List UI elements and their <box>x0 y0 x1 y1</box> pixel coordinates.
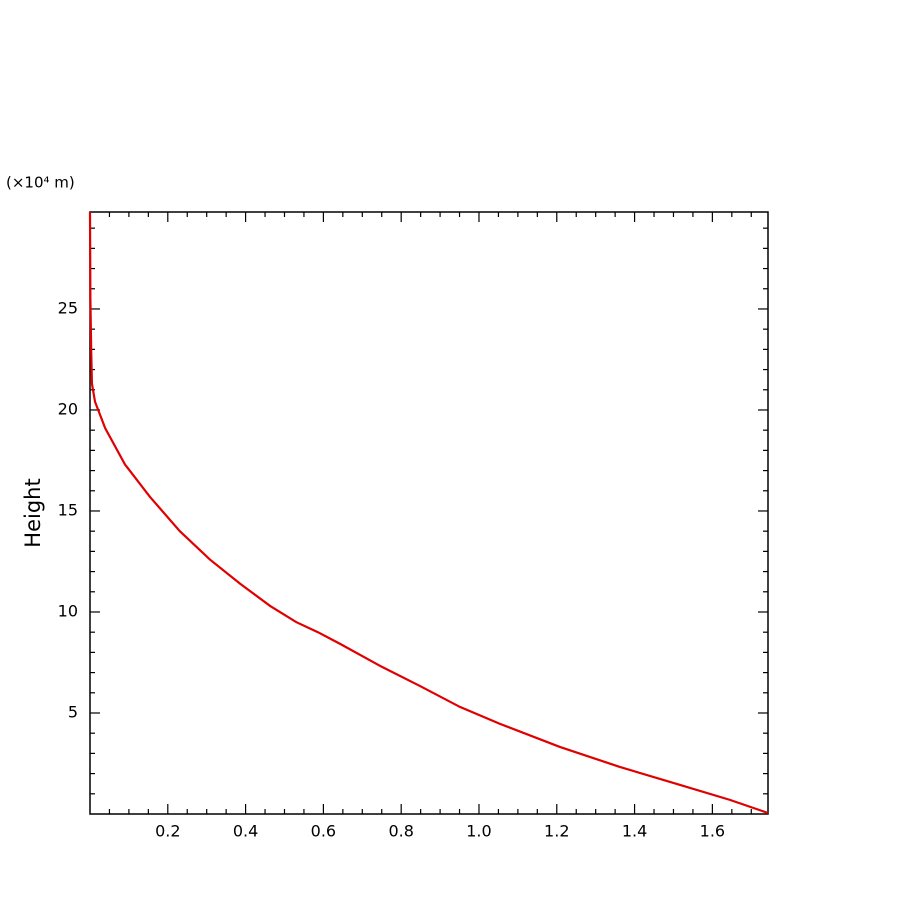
y-axis-label: Height <box>21 478 45 547</box>
y-tick-label: 10 <box>58 601 78 620</box>
x-tick-label: 0.2 <box>155 822 180 841</box>
x-tick-label: 1.6 <box>700 822 725 841</box>
y-tick-label: 25 <box>58 298 78 317</box>
x-tick-label: 1.4 <box>622 822 647 841</box>
y-tick-label: 15 <box>58 500 78 519</box>
y-tick-label: 20 <box>58 399 78 418</box>
x-tick-label: 0.6 <box>311 822 336 841</box>
x-tick-label: 1.0 <box>466 822 491 841</box>
x-tick-label: 0.8 <box>388 822 413 841</box>
data-line <box>88 211 769 815</box>
y-tick-label: 5 <box>68 702 78 721</box>
x-tick-label: 0.4 <box>233 822 258 841</box>
x-tick-label: 1.2 <box>544 822 569 841</box>
plot-frame <box>89 211 769 815</box>
y-unit-label: (×10⁴ m) <box>6 174 75 192</box>
